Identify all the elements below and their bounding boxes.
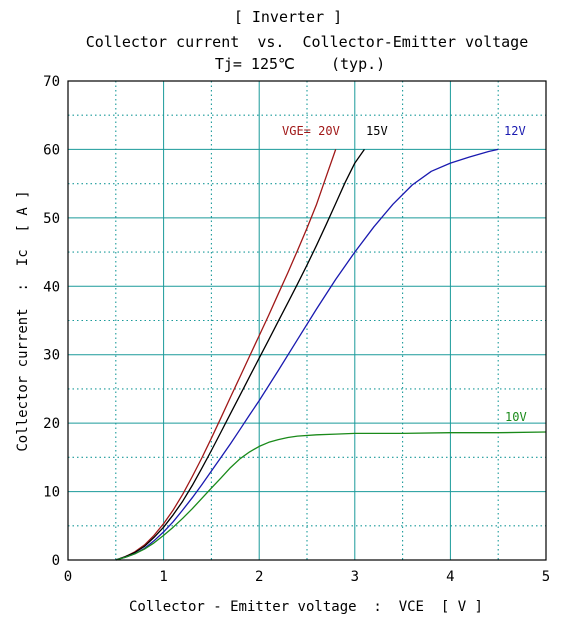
series-labels: VGE= 20V 15V 12V 10V bbox=[282, 124, 527, 424]
plot-frame bbox=[67, 80, 547, 561]
y-axis-label: Collector current : Ic [ A ] bbox=[15, 190, 31, 451]
series-line-10v bbox=[115, 431, 547, 561]
y-tick-label: 20 bbox=[43, 416, 60, 432]
y-tick-label: 50 bbox=[43, 211, 60, 227]
series-label: VGE= 20V bbox=[282, 124, 340, 138]
x-tick-label: 1 bbox=[159, 569, 167, 585]
series-label: 12V bbox=[504, 124, 526, 138]
series-label: 10V bbox=[505, 410, 527, 424]
series-line-15v bbox=[115, 149, 365, 561]
chart-subtitle: Collector current vs. Collector-Emitter … bbox=[86, 33, 529, 51]
y-tick-label: 40 bbox=[43, 279, 60, 295]
y-tick-label: 30 bbox=[43, 348, 60, 364]
series-line-12v bbox=[115, 148, 499, 561]
x-tick-label: 2 bbox=[255, 569, 263, 585]
grid bbox=[68, 81, 546, 560]
y-tick-label: 70 bbox=[43, 74, 60, 90]
x-tick-label: 4 bbox=[446, 569, 454, 585]
chart-title: [ Inverter ] bbox=[234, 8, 342, 26]
y-tick-label: 0 bbox=[52, 553, 60, 569]
x-tick-label: 3 bbox=[351, 569, 359, 585]
x-axis-label: Collector - Emitter voltage : VCE [ V ] bbox=[129, 599, 483, 615]
x-tick-label: 0 bbox=[64, 569, 72, 585]
series-group bbox=[115, 148, 547, 561]
chart-condition: Tj= 125℃ (typ.) bbox=[215, 55, 385, 73]
series-line-vge20v bbox=[115, 149, 337, 561]
y-tick-label: 60 bbox=[43, 142, 60, 158]
series-label: 15V bbox=[366, 124, 388, 138]
x-tick-label: 5 bbox=[542, 569, 550, 585]
y-tick-label: 10 bbox=[43, 485, 60, 501]
